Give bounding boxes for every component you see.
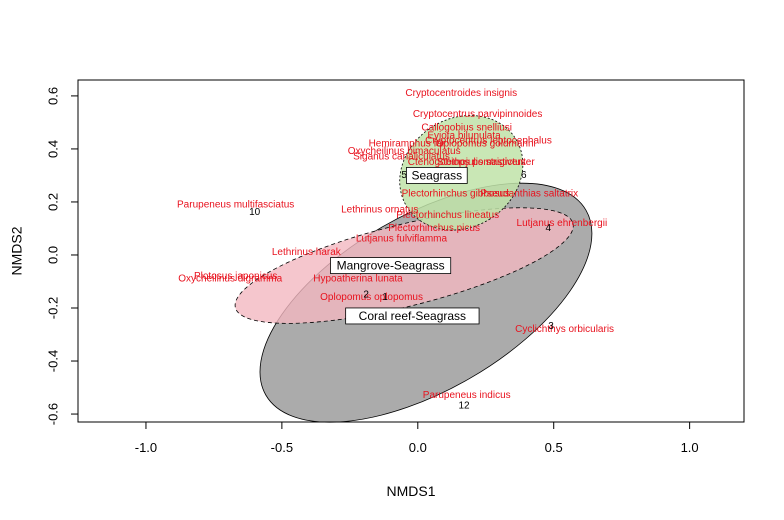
y-axis: -0.6 -0.4 -0.2 0.0 0.2 0.4 0.6 [45, 87, 79, 425]
y-tick-label: -0.6 [45, 403, 60, 425]
site-number-label: 10 [249, 207, 261, 218]
x-tick-label: 0.0 [409, 440, 427, 455]
site-number-label: 3 [548, 321, 554, 332]
species-label: Parupeneus multifasciatus [177, 199, 294, 210]
habitat-label-background [345, 307, 480, 325]
species-label: Oxycheilinus digramma [178, 273, 282, 284]
habitat-label: Coral reef-Seagrass [359, 309, 466, 323]
species-label: Cyclichthys orbicularis [515, 324, 614, 335]
species-label: Cryptocentrus parvipinnoides [413, 109, 543, 120]
species-label: Oplopomus oplopomus [320, 292, 423, 303]
species-label: Ctenogobiops pomastictus [408, 157, 526, 168]
habitat-label-box: Coral reef-Seagrass [345, 307, 480, 325]
species-label: Lethrinus harak [272, 247, 342, 258]
habitat-label: Seagrass [411, 168, 462, 182]
y-tick-label: -0.2 [45, 297, 60, 319]
habitat-labels: Seagrass Mangrove-Seagrass Coral reef-Seag… [330, 167, 480, 325]
species-label: Oxycheilinus bimaculatus [348, 146, 461, 157]
species-label: Eviota bilunulata [427, 130, 501, 141]
species-label: Plectorhinchus gibbosus [402, 189, 510, 200]
species-label: Hypoatherina lunata [313, 273, 403, 284]
habitat-label-background [406, 167, 468, 184]
y-tick-label: 0.2 [45, 193, 60, 211]
species-label: Oplopomus goldmanni [436, 138, 536, 149]
x-tick-label: -1.0 [135, 440, 157, 455]
species-label: Plectorhinchus picus [388, 223, 480, 234]
species-label: Plotosus japonicus [194, 271, 277, 282]
species-label: Stethojulis strigiventer [437, 157, 535, 168]
x-tick-label: 0.5 [545, 440, 563, 455]
species-label: Plectorhinchus lineatus [396, 210, 499, 221]
y-axis-title: NMDS2 [9, 226, 25, 275]
y-tick-label: 0.6 [45, 87, 60, 105]
y-tick-label: -0.4 [45, 350, 60, 372]
site-number-label: 2 [363, 289, 369, 300]
x-tick-label: 1.0 [681, 440, 699, 455]
species-label: Cryptocentroides insignis [405, 88, 517, 99]
site-number-label: 4 [545, 223, 551, 234]
habitat-label-box: Seagrass [406, 167, 468, 184]
site-labels: 10 12 5 6 4 3 2 1 [249, 170, 554, 412]
site-number-label: 5 [401, 170, 407, 181]
species-labels: Cryptocentroides insignis Cryptocentrus p… [177, 88, 614, 401]
y-tick-label: 0.0 [45, 246, 60, 264]
y-tick-label: 0.4 [45, 140, 60, 158]
site-number-label: 6 [521, 170, 527, 181]
species-label: Hemiramphus far [369, 138, 446, 149]
x-axis-title: NMDS1 [386, 483, 435, 499]
species-label: Callogobius snelliusi [421, 122, 512, 133]
species-label: Siganus canaliculatus [353, 152, 450, 163]
site-number-label: 12 [458, 401, 470, 412]
species-label: Lutjanus ehrenbergii [517, 218, 608, 229]
x-tick-label: -0.5 [271, 440, 293, 455]
habitat-label-box: Mangrove-Seagrass [330, 257, 452, 274]
species-label: Pseudanthias saltatrix [480, 189, 578, 200]
habitat-label-background [330, 257, 452, 274]
x-axis: -1.0 -0.5 0.0 0.5 1.0 [135, 421, 699, 455]
site-number-label: 1 [382, 292, 388, 303]
habitat-label: Mangrove-Seagrass [337, 259, 445, 273]
species-label: Lutjanus fulviflamma [356, 234, 448, 245]
species-label: Parupeneus indicus [423, 390, 511, 401]
species-label: Cryptocentrus leptocephalus [425, 136, 552, 147]
species-label: Lethrinus ornatus [341, 205, 418, 216]
